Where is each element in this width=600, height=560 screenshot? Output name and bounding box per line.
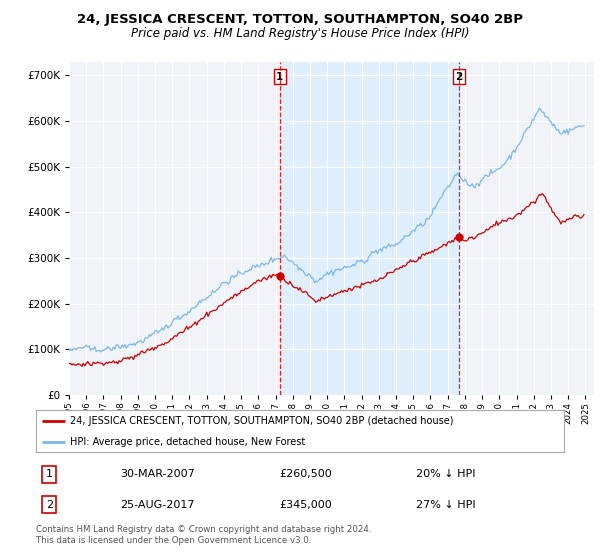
Text: 2: 2 — [46, 500, 53, 510]
Bar — [280, 62, 459, 395]
Text: 1: 1 — [276, 72, 283, 82]
Text: HPI: Average price, detached house, New Forest: HPI: Average price, detached house, New … — [70, 437, 305, 447]
Text: 25-AUG-2017: 25-AUG-2017 — [121, 500, 195, 510]
Text: 24, JESSICA CRESCENT, TOTTON, SOUTHAMPTON, SO40 2BP (detached house): 24, JESSICA CRESCENT, TOTTON, SOUTHAMPTO… — [70, 417, 454, 426]
Text: £260,500: £260,500 — [279, 469, 332, 479]
Text: 24, JESSICA CRESCENT, TOTTON, SOUTHAMPTON, SO40 2BP: 24, JESSICA CRESCENT, TOTTON, SOUTHAMPTO… — [77, 13, 523, 26]
Text: 1: 1 — [46, 469, 53, 479]
Text: 2: 2 — [455, 72, 463, 82]
Text: 30-MAR-2007: 30-MAR-2007 — [121, 469, 195, 479]
Text: Contains HM Land Registry data © Crown copyright and database right 2024.
This d: Contains HM Land Registry data © Crown c… — [36, 525, 371, 545]
Text: £345,000: £345,000 — [279, 500, 332, 510]
Text: 20% ↓ HPI: 20% ↓ HPI — [416, 469, 476, 479]
Text: 27% ↓ HPI: 27% ↓ HPI — [416, 500, 476, 510]
Text: Price paid vs. HM Land Registry's House Price Index (HPI): Price paid vs. HM Land Registry's House … — [131, 27, 469, 40]
